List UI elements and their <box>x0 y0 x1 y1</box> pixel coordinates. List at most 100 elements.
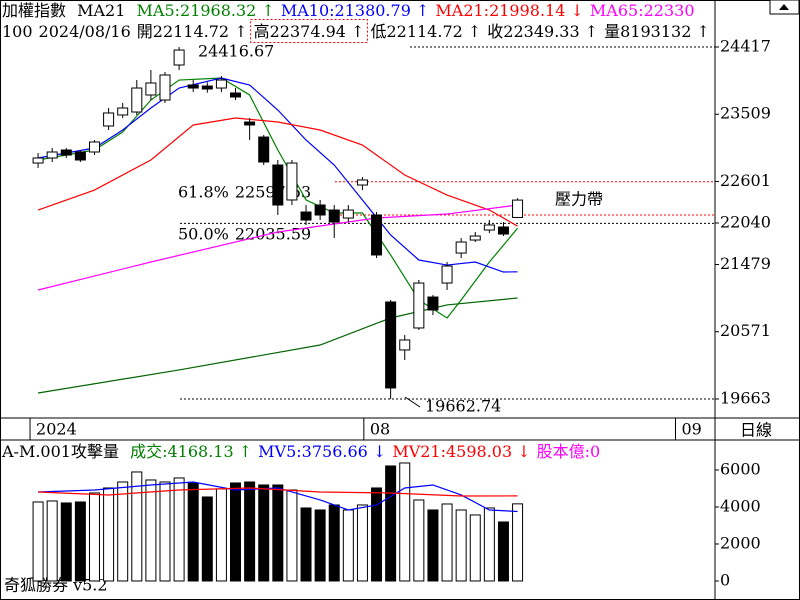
volume-bar <box>441 503 453 582</box>
volume-bar <box>117 481 129 582</box>
candle-body <box>60 149 72 156</box>
chart-subtitle: MA21 <box>77 1 125 20</box>
candle-body <box>46 151 58 159</box>
volume-bar <box>244 481 256 582</box>
candle-body <box>32 157 44 164</box>
legend-entry: MA10:21380.79 ↑ <box>281 1 430 20</box>
zone-label: 壓力帶 <box>555 190 603 209</box>
volume-bar <box>356 504 368 582</box>
highlight-box <box>250 19 368 43</box>
candle-body <box>215 79 227 89</box>
volume-bar <box>187 482 199 582</box>
volume-bar <box>74 501 86 582</box>
high-label: 24416.67 <box>198 42 274 61</box>
fib-percent: 61.8% <box>178 182 229 201</box>
period-label[interactable]: 日線 <box>740 421 772 440</box>
info-item: 開22114.72 ↑ <box>137 22 248 41</box>
volume-bar <box>342 509 354 582</box>
info-line: 100 2024/08/16 開22114.72 ↑ 高22374.94 ↑ 低2211… <box>2 22 710 41</box>
ma-line <box>38 487 518 497</box>
candle-body <box>88 141 100 153</box>
volume-bar <box>60 502 72 582</box>
legend-entry: MA65:22330 <box>590 1 695 20</box>
candle-body <box>385 301 397 389</box>
y-tick-label: 21479 <box>720 254 771 273</box>
candle-body <box>159 74 171 101</box>
volume-title: A-M.001攻擊量 <box>1 442 119 461</box>
volume-bar <box>131 471 143 582</box>
volume-bar <box>215 488 227 582</box>
ma-line <box>37 204 518 291</box>
volume-bar <box>385 465 397 582</box>
ma-line <box>37 77 518 273</box>
candle-body <box>356 179 368 186</box>
y-tick-label: 24417 <box>720 37 771 56</box>
candle-body <box>117 107 129 116</box>
volume-bar <box>497 521 509 582</box>
volume-bar <box>413 499 425 582</box>
volume-bar <box>272 484 284 582</box>
candle-body <box>469 235 481 241</box>
volume-bar <box>469 514 481 582</box>
volume-bar <box>399 462 411 582</box>
volume-bar <box>427 509 439 582</box>
legend-entry: MV21:4598.03 ↓ <box>392 442 530 461</box>
volume-bar <box>173 477 185 582</box>
volume-bar <box>300 507 312 582</box>
low-pointer <box>404 396 421 408</box>
candle-body <box>244 121 256 126</box>
candle-body <box>399 339 411 351</box>
volume-bar <box>201 496 213 582</box>
volume-bar <box>145 479 157 582</box>
chart-title: 加權指數 <box>2 1 66 20</box>
candle-body <box>145 82 157 96</box>
ma-line <box>37 117 518 227</box>
y-tick-label: 19663 <box>720 388 771 407</box>
x-tick-label: 08 <box>370 420 390 439</box>
info-item: 量8193132 ↑ <box>604 22 710 41</box>
volume-bar <box>88 492 100 582</box>
candle-body <box>173 49 185 66</box>
candle-body <box>483 224 495 231</box>
volume-bar <box>455 509 467 582</box>
y-tick-label: 4000 <box>720 496 761 515</box>
candle-body <box>103 112 115 127</box>
volume-bar <box>46 500 58 582</box>
candle-body <box>201 85 213 90</box>
candle-body <box>314 204 326 216</box>
scroll-arrow <box>779 4 789 10</box>
x-tick-label: 09 <box>682 420 702 439</box>
volume-bar <box>32 501 44 582</box>
legend-entry: MA21:21998.14 ↓ <box>435 1 584 20</box>
legend-entry: MV5:3756.66 ↓ <box>258 442 386 461</box>
y-tick-label: 22040 <box>720 212 771 231</box>
candle-body <box>74 151 86 161</box>
info-item: 高22374.94 ↑ <box>254 22 365 41</box>
y-tick-label: 22601 <box>720 171 771 190</box>
candle-body <box>371 214 383 256</box>
fib-percent: 50.0% <box>178 224 229 243</box>
info-item: 2024/08/16 <box>39 22 131 41</box>
y-tick-label: 23509 <box>720 104 771 123</box>
candle-body <box>272 164 284 206</box>
y-tick-label: 20571 <box>720 321 771 340</box>
candle-body <box>258 136 270 163</box>
candle-body <box>187 84 199 89</box>
volume-bar <box>512 503 524 582</box>
candle-body <box>427 296 439 311</box>
candle-body <box>131 87 143 113</box>
candle-body <box>342 209 354 219</box>
info-item: 收22349.33 ↑ <box>487 22 598 41</box>
volume-bar <box>328 504 340 582</box>
low-label: 19662.74 <box>425 396 501 415</box>
legend-entry: MA5:21968.32 ↑ <box>137 1 275 20</box>
volume-bar <box>230 482 242 582</box>
ma-line <box>37 297 518 394</box>
volume-header: A-M.001攻擊量 成交:4168.13 ↑ MV5:3756.66 ↓ MV21… <box>1 442 600 461</box>
candle-body <box>300 211 312 221</box>
header-line: 加權指數 MA21 MA5:21968.32 ↑ MA10:21380.79 ↑ M… <box>2 1 695 20</box>
candle-body <box>441 265 453 284</box>
candle-body <box>512 199 524 218</box>
y-tick-label: 0 <box>720 570 730 589</box>
